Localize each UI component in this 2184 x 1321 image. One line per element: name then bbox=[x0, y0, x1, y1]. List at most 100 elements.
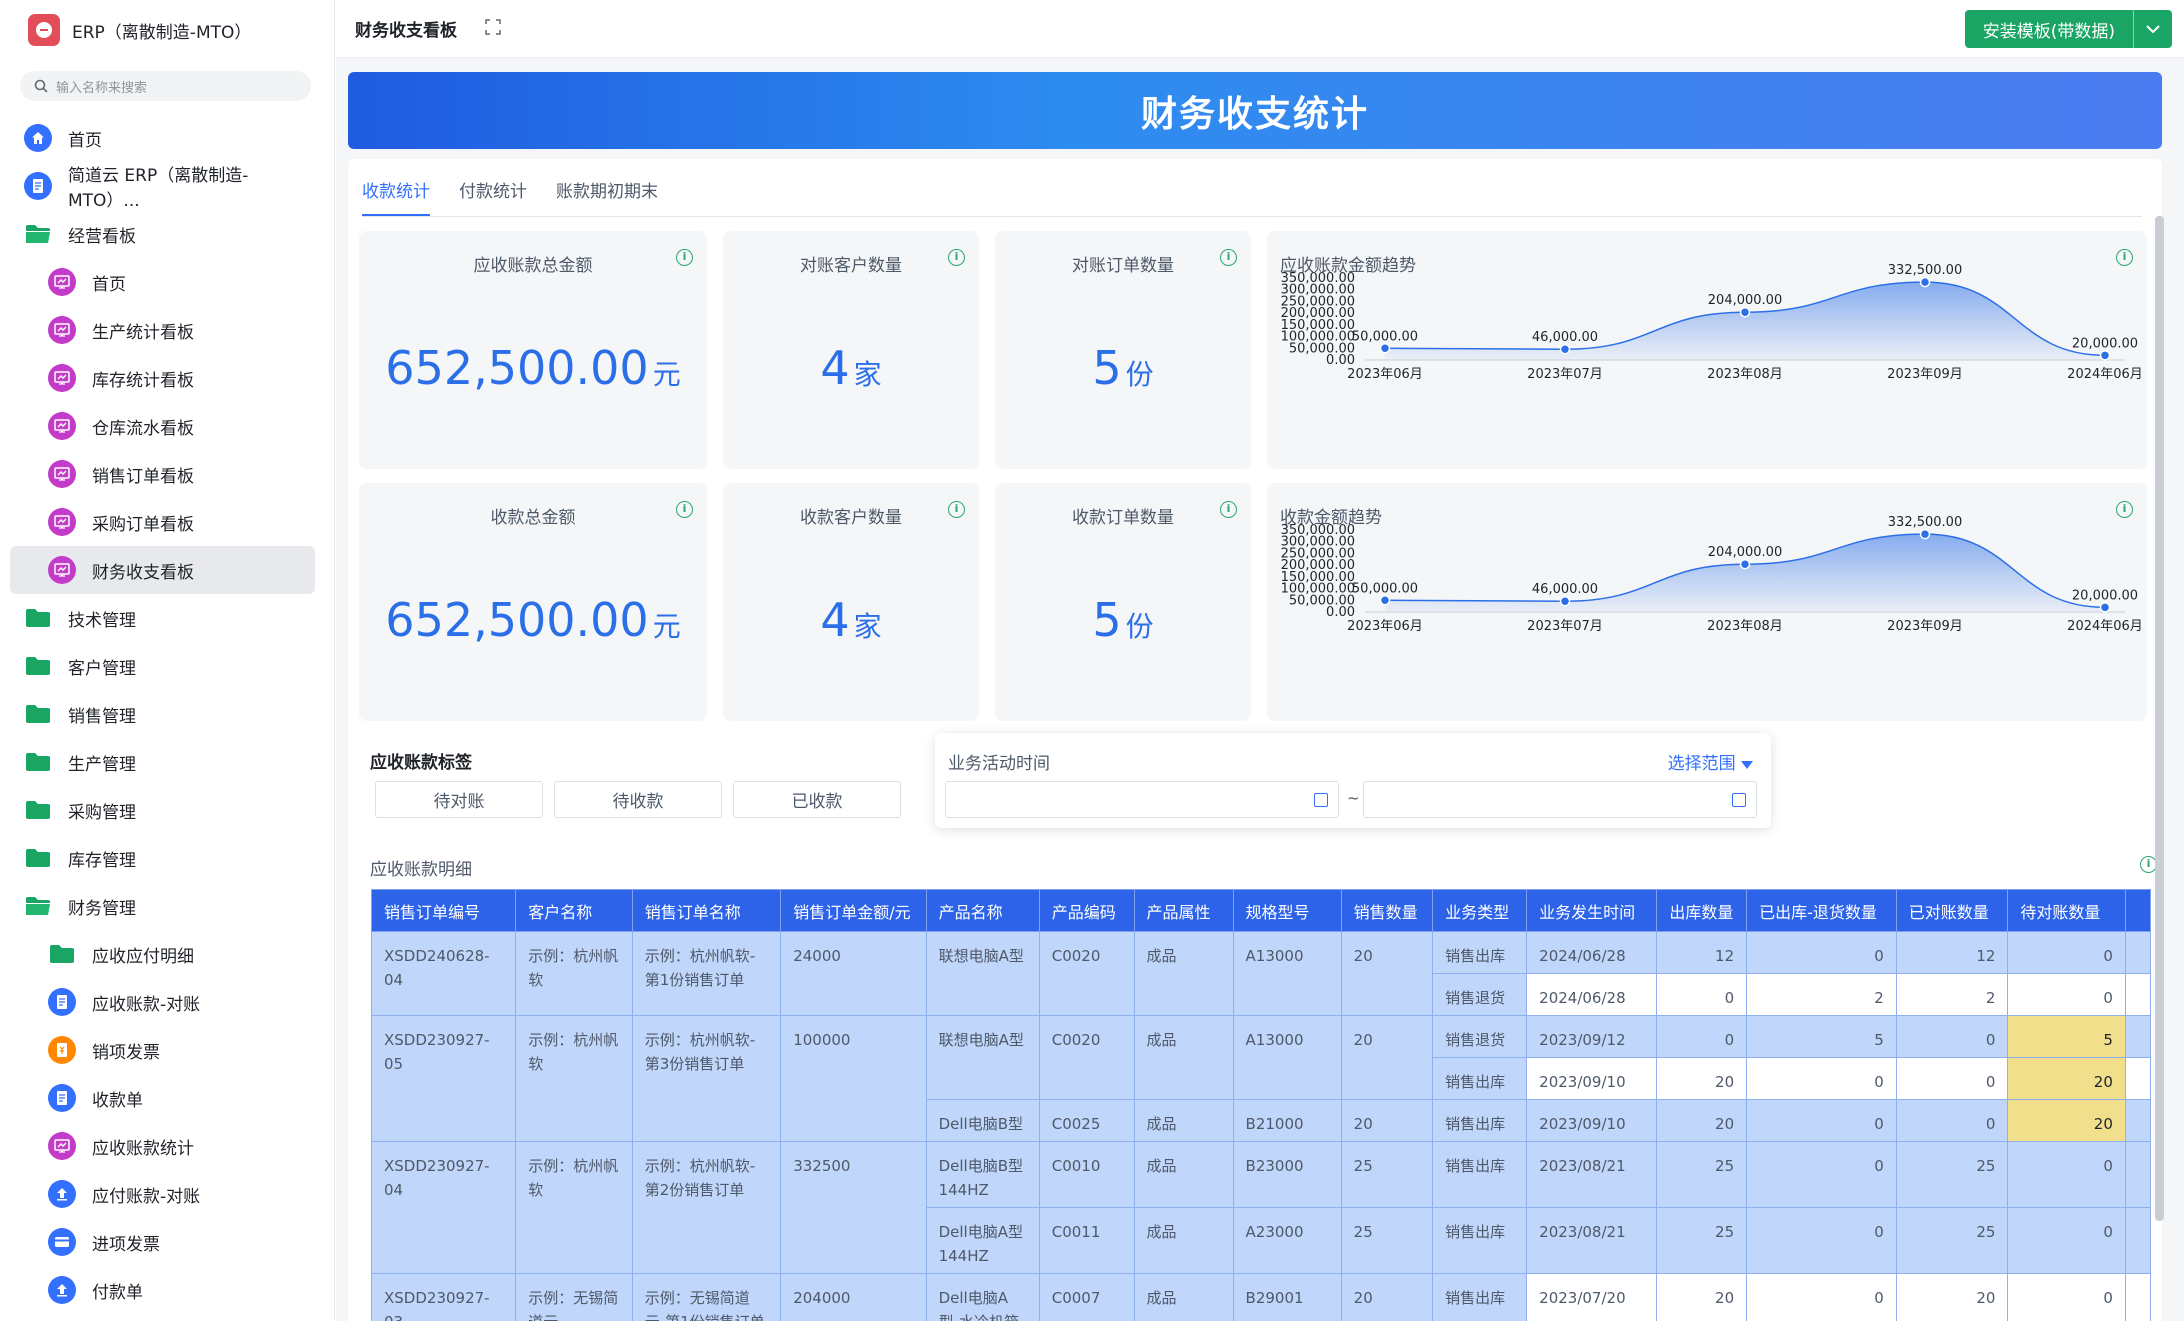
info-icon[interactable]: i bbox=[2116, 501, 2133, 518]
sidebar-item[interactable]: 财务收支看板 bbox=[10, 546, 315, 594]
app-header[interactable]: ERP（离散制造-MTO） bbox=[28, 14, 251, 46]
sidebar-item[interactable]: 收款单 bbox=[10, 1074, 315, 1122]
sidebar-item[interactable]: 技术管理 bbox=[10, 594, 315, 642]
install-template-label[interactable]: 安装模板(带数据) bbox=[1965, 10, 2134, 48]
info-icon[interactable]: i bbox=[2116, 249, 2133, 266]
table-row[interactable]: XSDD230927-03示例：无锡简道云示例：无锡简道云-第1份销售订单204… bbox=[371, 1273, 2151, 1321]
sidebar-item[interactable]: 生产管理 bbox=[10, 738, 315, 786]
column-header[interactable]: 销售订单编号 bbox=[371, 889, 517, 932]
search-input[interactable]: 输入名称来搜索 bbox=[56, 80, 148, 96]
table-row[interactable]: XSDD230927-04 示例：杭州帆软 示例：杭州帆软-第2份销售订单 33250… bbox=[371, 1141, 2151, 1274]
info-icon[interactable]: i bbox=[1220, 249, 1237, 266]
ar-detail-title: 应收账款明细 bbox=[370, 860, 472, 880]
sidebar-item[interactable]: 库存管理 bbox=[10, 834, 315, 882]
sidebar-item[interactable]: 进项发票 bbox=[10, 1218, 315, 1266]
tab-receipts[interactable]: 收款统计 bbox=[362, 177, 430, 217]
range-select-label[interactable]: 选择范围 bbox=[1667, 754, 1736, 774]
out-qty-cell: 20 bbox=[1656, 1057, 1748, 1100]
sidebar-item[interactable]: 生产统计看板 bbox=[10, 306, 315, 354]
spacer-cell bbox=[2124, 973, 2151, 1016]
sidebar-item[interactable]: 仓库流水看板 bbox=[10, 402, 315, 450]
kpi-value: 652,500.00 元 bbox=[385, 341, 681, 395]
column-header[interactable]: 业务类型 bbox=[1432, 889, 1528, 932]
table-row[interactable]: XSDD230927-05 示例：杭州帆软 示例：杭州帆软-第3份销售订单 10000… bbox=[371, 1015, 2151, 1142]
sidebar-item[interactable]: 应收账款统计 bbox=[10, 1122, 315, 1170]
column-header[interactable]: 出库数量 bbox=[1656, 889, 1748, 932]
start-date-input[interactable] bbox=[945, 781, 1339, 818]
calendar-icon[interactable] bbox=[1314, 793, 1328, 807]
end-date-input[interactable] bbox=[1363, 781, 1757, 818]
column-header[interactable]: 产品名称 bbox=[925, 889, 1040, 932]
chevron-down-icon[interactable] bbox=[2134, 10, 2172, 48]
sidebar-item[interactable]: 客户管理 bbox=[10, 642, 315, 690]
column-header[interactable]: 已对账数量 bbox=[1895, 889, 2009, 932]
sidebar-item[interactable]: 经营看板 bbox=[10, 210, 315, 258]
dashboard-icon bbox=[48, 316, 76, 344]
column-header[interactable]: 待对账数量 bbox=[2007, 889, 2126, 932]
vertical-scrollbar[interactable] bbox=[2155, 216, 2164, 1221]
table-row[interactable]: XSDD240628-04 示例：杭州帆软 示例：杭州帆软-第1份销售订单 24000… bbox=[371, 931, 2151, 1016]
time-filter-panel: 业务活动时间 选择范围 ~ bbox=[935, 733, 1771, 828]
card-icon bbox=[48, 1228, 76, 1256]
sidebar-item[interactable]: 首页 bbox=[10, 258, 315, 306]
tag-pending-reconcile-button[interactable]: 待对账 bbox=[375, 781, 543, 818]
column-header[interactable]: 规格型号 bbox=[1232, 889, 1342, 932]
sidebar-item[interactable]: 库存统计看板 bbox=[10, 354, 315, 402]
column-header[interactable]: 销售订单名称 bbox=[631, 889, 782, 932]
page-title: 财务收支看板 bbox=[355, 21, 457, 41]
column-header[interactable]: 产品编码 bbox=[1038, 889, 1135, 932]
tag-pending-receipt-button[interactable]: 待收款 bbox=[554, 781, 722, 818]
table-row[interactable]: Dell电脑A型 144HZ C0011 成品 A23000 25 销售出库 2023/08… bbox=[372, 1207, 2151, 1274]
column-header[interactable]: 客户名称 bbox=[515, 889, 633, 932]
sidebar-item[interactable]: 应付账款-对账 bbox=[10, 1170, 315, 1218]
spacer-cell bbox=[2124, 1207, 2151, 1274]
column-header[interactable]: 业务发生时间 bbox=[1526, 889, 1658, 932]
sidebar-item-label: 仓库流水看板 bbox=[92, 418, 194, 439]
tab-payments[interactable]: 付款统计 bbox=[459, 182, 527, 202]
sidebar-item[interactable]: 销项发票 bbox=[10, 1026, 315, 1074]
sidebar-item[interactable]: 付款单 bbox=[10, 1266, 315, 1314]
sales-qty-cell: 20 bbox=[1340, 931, 1434, 1016]
table-row[interactable]: 销售退货 2024/06/28 0 2 2 0 bbox=[372, 973, 2151, 1016]
kpi-title: 对账订单数量 bbox=[1072, 256, 1174, 276]
column-header[interactable]: 产品属性 bbox=[1133, 889, 1234, 932]
order-amount-cell: 24000 bbox=[780, 931, 927, 1016]
product-attr-cell: 成品 bbox=[1133, 1015, 1234, 1100]
sidebar-item[interactable]: 首页 bbox=[10, 114, 315, 162]
sidebar-item[interactable]: 销售管理 bbox=[10, 690, 315, 738]
x-tick-label: 2023年07月 bbox=[1527, 619, 1603, 634]
info-icon[interactable]: i bbox=[948, 249, 965, 266]
biz-date-cell: 2024/06/28 bbox=[1526, 973, 1658, 1016]
sidebar-item[interactable]: 采购管理 bbox=[10, 786, 315, 834]
column-header[interactable]: 销售订单金额/元 bbox=[780, 889, 927, 932]
table-row[interactable]: 销售出库 2023/09/10 20 0 0 20 bbox=[372, 1057, 2151, 1100]
sidebar-item[interactable]: 简道云 ERP（离散制造-MTO）... bbox=[10, 162, 315, 211]
sidebar-item[interactable]: 应收应付明细 bbox=[10, 930, 315, 978]
tag-received-button[interactable]: 已收款 bbox=[733, 781, 901, 818]
sidebar-item[interactable]: 应收账款-对账 bbox=[10, 978, 315, 1026]
sidebar-item[interactable]: 销售订单看板 bbox=[10, 450, 315, 498]
biz-date-cell: 2023/09/12 bbox=[1526, 1015, 1658, 1058]
sidebar-item-label: 财务管理 bbox=[68, 898, 136, 919]
sidebar-item[interactable]: 财务管理 bbox=[10, 882, 315, 930]
info-icon[interactable]: i bbox=[676, 249, 693, 266]
info-icon[interactable]: i bbox=[948, 501, 965, 518]
data-point bbox=[2099, 602, 2111, 613]
y-tick-label: 200,000.00 bbox=[1281, 306, 1355, 321]
biz-type-cell: 销售退货 bbox=[1432, 1015, 1528, 1058]
info-icon[interactable]: i bbox=[1220, 501, 1237, 518]
column-header[interactable]: 已出库-退货数量 bbox=[1746, 889, 1897, 932]
tab-period[interactable]: 账款期初期末 bbox=[556, 182, 658, 202]
sidebar-item[interactable]: 采购订单看板 bbox=[10, 498, 315, 546]
ar-detail-table-wrap[interactable]: 销售订单编号 客户名称 销售订单名称 销售订单金额/元 产品名称 产品编码 产品属性 规格型号… bbox=[371, 889, 2151, 1321]
info-icon[interactable]: i bbox=[676, 501, 693, 518]
calendar-icon[interactable] bbox=[1732, 793, 1746, 807]
fullscreen-icon[interactable] bbox=[484, 18, 502, 36]
column-header[interactable]: 销售数量 bbox=[1340, 889, 1434, 932]
range-select[interactable]: 选择范围 bbox=[1668, 749, 1753, 774]
sidebar: ERP（离散制造-MTO） 输入名称来搜索 首页 简道云 ERP（离散制造-MTO… bbox=[0, 0, 335, 1321]
y-tick-label: 250,000.00 bbox=[1281, 294, 1355, 309]
install-template-button[interactable]: 安装模板(带数据) bbox=[1964, 10, 2172, 48]
search-box[interactable]: 输入名称来搜索 bbox=[20, 71, 311, 101]
